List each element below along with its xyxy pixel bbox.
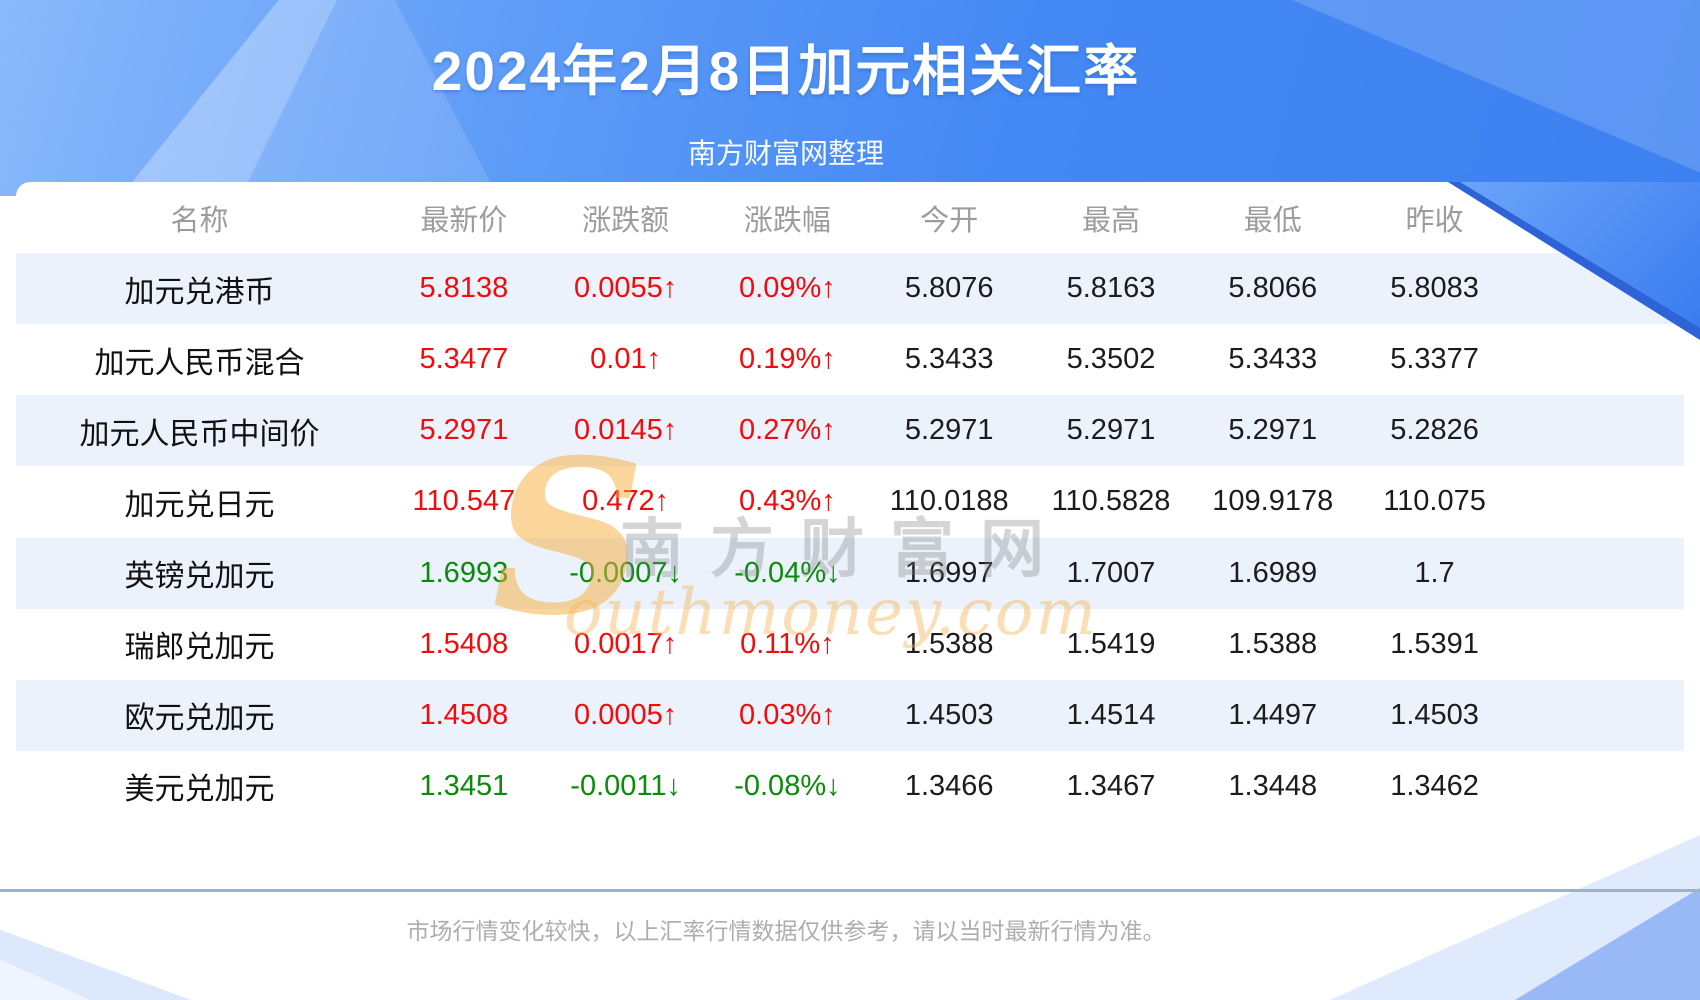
cell-high: 110.5828: [1051, 485, 1171, 518]
cell-change-percent: -0.08%↓: [734, 769, 841, 802]
column-header-last-price: 最新价: [420, 204, 508, 237]
cell-low: 1.6989: [1228, 556, 1318, 589]
cell-change-percent: 0.03%↑: [739, 698, 836, 731]
cell-last-price: 5.2971: [419, 414, 509, 447]
cell-low: 1.5388: [1228, 627, 1318, 660]
cell-change-percent: 0.11%↑: [740, 627, 835, 660]
cell-name: 加元人民币中间价: [79, 417, 320, 451]
cell-spacer: [1515, 680, 1684, 751]
cell-high: 1.3467: [1066, 769, 1156, 802]
footer-divider: [0, 889, 1700, 892]
cell-open: 110.0188: [889, 485, 1009, 518]
cell-name: 加元人民币混合: [94, 346, 305, 380]
rates-table-card: 名称 最新价 涨跌额 涨跌幅 今开 最高 最低 昨收 加元兑港币 5.8138 0.0055↑ 0.…: [16, 182, 1684, 822]
column-header-open: 今开: [920, 204, 979, 237]
cell-prev-close: 5.3377: [1390, 343, 1479, 376]
cell-last-price: 110.547: [412, 485, 516, 518]
cell-change-amount: 0.472↑: [582, 485, 670, 518]
cell-high: 1.4514: [1066, 698, 1156, 731]
cell-change-percent: 0.43%↑: [739, 485, 836, 518]
column-header-change-amount: 涨跌额: [582, 204, 670, 237]
cell-prev-close: 1.3462: [1390, 769, 1479, 802]
column-header-change-percent: 涨跌幅: [743, 204, 831, 237]
cell-low: 109.9178: [1212, 485, 1334, 518]
cell-prev-close: 5.8083: [1390, 272, 1479, 305]
column-header-name: 名称: [170, 204, 229, 237]
cell-high: 1.5419: [1066, 627, 1156, 660]
cell-spacer: [1515, 609, 1684, 680]
cell-low: 1.4497: [1228, 698, 1318, 731]
cell-prev-close: 1.7: [1414, 556, 1455, 589]
corner-ribbon: [1448, 182, 1700, 340]
table-row: 英镑兑加元 1.6993 -0.0007↓ -0.04%↓ 1.6997 1.7007 1.…: [16, 537, 1684, 609]
cell-change-percent: 0.27%↑: [739, 414, 836, 447]
cell-name: 瑞郎兑加元: [124, 631, 275, 665]
cell-prev-close: 110.075: [1383, 485, 1486, 518]
cell-open: 1.4503: [904, 698, 994, 731]
cell-change-amount: -0.0011↓: [570, 769, 681, 802]
cell-spacer: [1515, 751, 1684, 822]
cell-high: 5.2971: [1066, 414, 1156, 447]
cell-last-price: 5.3477: [419, 343, 509, 376]
cell-spacer: [1515, 538, 1684, 609]
column-header-low: 最低: [1243, 204, 1302, 237]
cell-open: 5.8076: [904, 272, 994, 305]
cell-open: 1.3466: [904, 769, 994, 802]
cell-change-amount: 0.0145↑: [574, 414, 678, 447]
table-row: 加元兑日元 110.547 0.472↑ 0.43%↑ 110.0188 110.5828…: [16, 466, 1684, 537]
table-row: 加元人民币中间价 5.2971 0.0145↑ 0.27%↑ 5.2971 5.2971 5…: [16, 395, 1684, 467]
cell-prev-close: 1.4503: [1390, 698, 1479, 731]
table-header-row: 名称 最新价 涨跌额 涨跌幅 今开 最高 最低 昨收: [16, 182, 1684, 253]
cell-change-amount: 0.01↑: [590, 343, 662, 376]
cell-last-price: 5.8138: [419, 272, 509, 305]
table-row: 加元人民币混合 5.3477 0.01↑ 0.19%↑ 5.3433 5.3502 5.34…: [16, 324, 1684, 395]
cell-spacer: [1515, 395, 1684, 466]
cell-last-price: 1.6993: [419, 556, 509, 589]
cell-low: 1.3448: [1228, 769, 1318, 802]
column-header-prev-close: 昨收: [1405, 204, 1464, 237]
cell-prev-close: 5.2826: [1390, 414, 1479, 447]
table-row: 欧元兑加元 1.4508 0.0005↑ 0.03%↑ 1.4503 1.4514 1.44…: [16, 679, 1684, 751]
banner-text: 2024年2月8日加元相关汇率 南方财富网整理: [0, 0, 1700, 172]
page-subtitle: 南方财富网整理: [687, 138, 884, 169]
cell-change-percent: -0.04%↓: [734, 556, 841, 589]
cell-prev-close: 1.5391: [1390, 627, 1479, 660]
cell-open: 5.3433: [904, 343, 994, 376]
cell-change-amount: -0.0007↓: [569, 556, 683, 589]
cell-name: 美元兑加元: [124, 773, 275, 807]
cell-change-amount: 0.0005↑: [574, 698, 678, 731]
cell-name: 加元兑港币: [124, 275, 275, 309]
cell-change-percent: 0.19%↑: [739, 343, 836, 376]
banner: 2024年2月8日加元相关汇率 南方财富网整理: [0, 0, 1700, 196]
cell-high: 5.3502: [1066, 343, 1156, 376]
table-row: 加元兑港币 5.8138 0.0055↑ 0.09%↑ 5.8076 5.8163 5.80…: [16, 253, 1684, 325]
cell-open: 1.6997: [904, 556, 994, 589]
cell-name: 欧元兑加元: [124, 702, 275, 736]
cell-change-amount: 0.0017↑: [574, 627, 678, 660]
cell-open: 5.2971: [904, 414, 994, 447]
cell-last-price: 1.3451: [419, 769, 509, 802]
table-row: 瑞郎兑加元 1.5408 0.0017↑ 0.11%↑ 1.5388 1.5419 1.53…: [16, 609, 1684, 680]
page-title: 2024年2月8日加元相关汇率: [431, 40, 1141, 102]
cell-low: 5.8066: [1228, 272, 1318, 305]
cell-high: 1.7007: [1066, 556, 1156, 589]
table-row: 美元兑加元 1.3451 -0.0011↓ -0.08%↓ 1.3466 1.3467 1.…: [16, 751, 1684, 822]
cell-last-price: 1.5408: [419, 627, 509, 660]
cell-low: 5.2971: [1228, 414, 1318, 447]
cell-change-percent: 0.09%↑: [739, 272, 836, 305]
cell-spacer: [1515, 466, 1684, 537]
cell-low: 5.3433: [1228, 343, 1318, 376]
cell-name: 加元兑日元: [124, 488, 275, 522]
cell-change-amount: 0.0055↑: [574, 272, 678, 305]
cell-last-price: 1.4508: [419, 698, 509, 731]
rates-table: 名称 最新价 涨跌额 涨跌幅 今开 最高 最低 昨收 加元兑港币 5.8138 0.0055↑ 0.…: [16, 182, 1684, 822]
cell-name: 英镑兑加元: [124, 560, 275, 594]
cell-open: 1.5388: [904, 627, 994, 660]
footer-note: 市场行情变化较快，以上汇率行情数据仅供参考，请以当时最新行情为准。: [406, 918, 1166, 944]
cell-high: 5.8163: [1066, 272, 1156, 305]
column-header-high: 最高: [1081, 204, 1140, 237]
